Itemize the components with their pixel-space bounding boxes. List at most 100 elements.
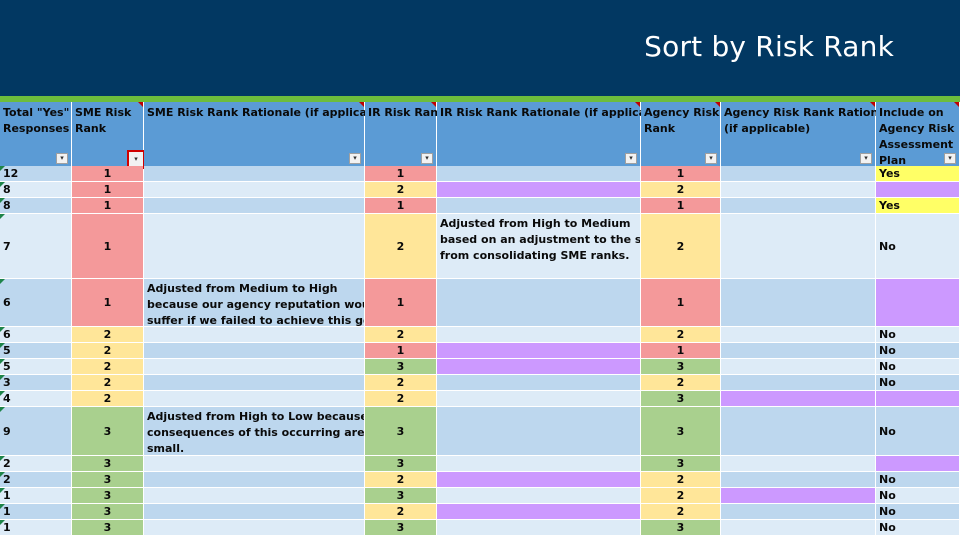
comment-indicator-icon[interactable]: [954, 102, 959, 107]
cell-agency-rationale[interactable]: [721, 504, 875, 520]
cell-ir-risk-rank[interactable]: 2: [365, 375, 436, 391]
cell-ir-rationale[interactable]: Adjusted from High to Medium based on an …: [437, 214, 640, 279]
cell-sme-risk-rank[interactable]: 3: [72, 407, 143, 456]
cell-agency-rationale[interactable]: [721, 343, 875, 359]
cell-ir-rationale[interactable]: [437, 375, 640, 391]
cell-total-yes[interactable]: 1: [0, 520, 71, 536]
cell-ir-risk-rank[interactable]: 2: [365, 214, 436, 279]
cell-include-on-plan[interactable]: No: [876, 520, 959, 536]
cell-include-on-plan[interactable]: No: [876, 343, 959, 359]
cell-include-on-plan[interactable]: No: [876, 504, 959, 520]
cell-sme-rationale[interactable]: [144, 327, 364, 343]
cell-total-yes[interactable]: 1: [0, 488, 71, 504]
cell-ir-risk-rank[interactable]: 3: [365, 359, 436, 375]
cell-include-on-plan[interactable]: No: [876, 375, 959, 391]
comment-indicator-icon[interactable]: [635, 102, 640, 107]
cell-ir-rationale[interactable]: [437, 488, 640, 504]
cell-sme-rationale[interactable]: Adjusted from Medium to High because our …: [144, 279, 364, 327]
cell-ir-risk-rank[interactable]: 1: [365, 279, 436, 327]
filter-dropdown-button[interactable]: ▾: [625, 153, 637, 164]
cell-sme-rationale[interactable]: [144, 343, 364, 359]
cell-include-on-plan[interactable]: No: [876, 214, 959, 279]
cell-include-on-plan[interactable]: [876, 391, 959, 407]
cell-ir-rationale[interactable]: [437, 343, 640, 359]
cell-agency-risk-rank[interactable]: 3: [641, 359, 720, 375]
cell-include-on-plan[interactable]: [876, 182, 959, 198]
cell-agency-rationale[interactable]: [721, 327, 875, 343]
error-indicator-icon[interactable]: [0, 343, 5, 348]
cell-ir-rationale[interactable]: [437, 166, 640, 182]
filter-dropdown-button[interactable]: ▾: [349, 153, 361, 164]
filter-dropdown-button[interactable]: ▾: [944, 153, 956, 164]
cell-ir-risk-rank[interactable]: 2: [365, 327, 436, 343]
cell-include-on-plan[interactable]: No: [876, 327, 959, 343]
filter-dropdown-button[interactable]: ▾: [705, 153, 717, 164]
cell-ir-rationale[interactable]: [437, 359, 640, 375]
cell-sme-risk-rank[interactable]: 1: [72, 198, 143, 214]
cell-total-yes[interactable]: 9: [0, 407, 71, 456]
cell-ir-risk-rank[interactable]: 2: [365, 391, 436, 407]
cell-total-yes[interactable]: 4: [0, 391, 71, 407]
cell-ir-rationale[interactable]: [437, 456, 640, 472]
cell-sme-risk-rank[interactable]: 1: [72, 182, 143, 198]
cell-agency-rationale[interactable]: [721, 391, 875, 407]
cell-ir-rationale[interactable]: [437, 198, 640, 214]
error-indicator-icon[interactable]: [0, 166, 5, 171]
cell-sme-risk-rank[interactable]: 1: [72, 214, 143, 279]
cell-ir-rationale[interactable]: [437, 520, 640, 536]
error-indicator-icon[interactable]: [0, 359, 5, 364]
cell-agency-rationale[interactable]: [721, 456, 875, 472]
error-indicator-icon[interactable]: [0, 488, 5, 493]
cell-sme-rationale[interactable]: [144, 472, 364, 488]
cell-ir-rationale[interactable]: [437, 279, 640, 327]
cell-ir-risk-rank[interactable]: 1: [365, 343, 436, 359]
cell-sme-risk-rank[interactable]: 3: [72, 520, 143, 536]
cell-agency-risk-rank[interactable]: 1: [641, 279, 720, 327]
error-indicator-icon[interactable]: [0, 375, 5, 380]
cell-include-on-plan[interactable]: [876, 279, 959, 327]
cell-agency-risk-rank[interactable]: 2: [641, 472, 720, 488]
cell-agency-risk-rank[interactable]: 2: [641, 182, 720, 198]
cell-ir-rationale[interactable]: [437, 407, 640, 456]
cell-agency-risk-rank[interactable]: 3: [641, 456, 720, 472]
comment-indicator-icon[interactable]: [138, 102, 143, 107]
cell-agency-rationale[interactable]: [721, 214, 875, 279]
cell-agency-rationale[interactable]: [721, 359, 875, 375]
cell-ir-rationale[interactable]: [437, 472, 640, 488]
cell-ir-risk-rank[interactable]: 3: [365, 488, 436, 504]
cell-total-yes[interactable]: 6: [0, 279, 71, 327]
cell-agency-risk-rank[interactable]: 2: [641, 488, 720, 504]
cell-agency-risk-rank[interactable]: 2: [641, 327, 720, 343]
cell-agency-risk-rank[interactable]: 1: [641, 343, 720, 359]
cell-ir-rationale[interactable]: [437, 391, 640, 407]
cell-agency-rationale[interactable]: [721, 279, 875, 327]
cell-sme-rationale[interactable]: Adjusted from High to Low because the con…: [144, 407, 364, 456]
cell-total-yes[interactable]: 8: [0, 182, 71, 198]
cell-ir-rationale[interactable]: [437, 327, 640, 343]
error-indicator-icon[interactable]: [0, 279, 5, 284]
cell-total-yes[interactable]: 3: [0, 375, 71, 391]
cell-agency-rationale[interactable]: [721, 375, 875, 391]
cell-ir-risk-rank[interactable]: 2: [365, 472, 436, 488]
cell-sme-risk-rank[interactable]: 2: [72, 343, 143, 359]
cell-agency-rationale[interactable]: [721, 407, 875, 456]
cell-agency-rationale[interactable]: [721, 488, 875, 504]
filter-dropdown-button[interactable]: ▾: [56, 153, 68, 164]
cell-sme-rationale[interactable]: [144, 456, 364, 472]
cell-sme-rationale[interactable]: [144, 359, 364, 375]
cell-agency-risk-rank[interactable]: 3: [641, 407, 720, 456]
cell-sme-risk-rank[interactable]: 2: [72, 391, 143, 407]
cell-agency-rationale[interactable]: [721, 166, 875, 182]
filter-dropdown-button[interactable]: ▾: [860, 153, 872, 164]
error-indicator-icon[interactable]: [0, 456, 5, 461]
cell-agency-risk-rank[interactable]: 2: [641, 504, 720, 520]
cell-ir-risk-rank[interactable]: 3: [365, 456, 436, 472]
cell-sme-rationale[interactable]: [144, 198, 364, 214]
cell-total-yes[interactable]: 6: [0, 327, 71, 343]
cell-total-yes[interactable]: 7: [0, 214, 71, 279]
cell-sme-risk-rank[interactable]: 3: [72, 488, 143, 504]
cell-ir-risk-rank[interactable]: 2: [365, 182, 436, 198]
cell-agency-rationale[interactable]: [721, 520, 875, 536]
cell-ir-rationale[interactable]: [437, 504, 640, 520]
error-indicator-icon[interactable]: [0, 182, 5, 187]
